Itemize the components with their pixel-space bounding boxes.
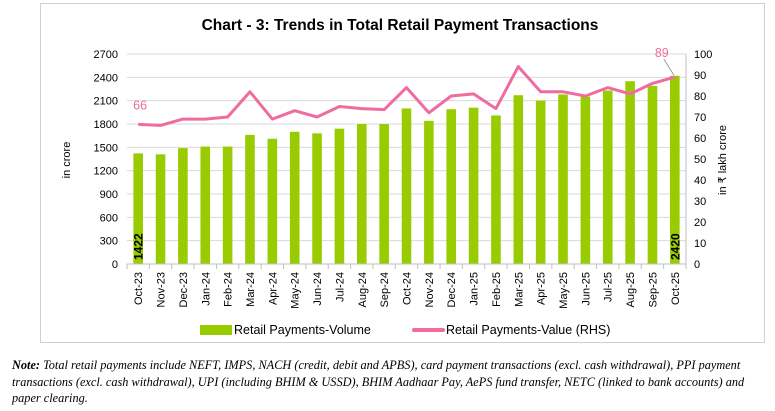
x-tick-label: Dec-23 bbox=[178, 272, 190, 307]
footnote: Note: Total retail payments include NEFT… bbox=[12, 357, 762, 407]
bar-Feb-24 bbox=[222, 146, 233, 264]
x-tick-label: Oct-23 bbox=[133, 272, 145, 305]
y-tick-label: 2400 bbox=[94, 72, 118, 84]
y-tick-label: 0 bbox=[112, 259, 118, 271]
x-tick-label: Sep-24 bbox=[379, 272, 391, 307]
bar-Sep-25 bbox=[647, 85, 658, 264]
bar-Apr-24 bbox=[267, 138, 278, 264]
bar-Mar-24 bbox=[245, 134, 255, 264]
bar-Dec-24 bbox=[446, 109, 457, 264]
x-tick-label: May-24 bbox=[290, 272, 302, 309]
bar-May-25 bbox=[558, 94, 568, 264]
x-tick-label: Oct-24 bbox=[402, 272, 414, 305]
line-data-label: 66 bbox=[133, 98, 147, 112]
y2-tick-label: 10 bbox=[694, 238, 706, 250]
y2-tick-label: 50 bbox=[694, 154, 706, 166]
x-tick-label: Feb-24 bbox=[223, 272, 235, 307]
x-tick-label: Sep-25 bbox=[647, 272, 659, 307]
x-tick-label: Dec-24 bbox=[446, 272, 458, 307]
bar-Mar-25 bbox=[513, 95, 524, 264]
bar-Aug-24 bbox=[356, 124, 367, 264]
y-tick-label: 2100 bbox=[94, 96, 118, 108]
legend-swatch-volume bbox=[200, 325, 232, 335]
y2-tick-label: 90 bbox=[694, 70, 706, 82]
bar-Feb-25 bbox=[491, 115, 501, 264]
x-tick-label: Oct-25 bbox=[670, 272, 682, 305]
bar-Jun-25 bbox=[580, 96, 591, 265]
x-tick-label: Jun-25 bbox=[580, 272, 592, 306]
x-tick-label: Mar-25 bbox=[513, 272, 525, 307]
note-text: Total retail payments include NEFT, IMPS… bbox=[12, 358, 745, 405]
x-tick-label: Apr-24 bbox=[267, 272, 279, 305]
x-tick-label: Feb-25 bbox=[491, 272, 503, 307]
x-tick-label: Jul-24 bbox=[334, 272, 346, 302]
x-tick-label: Jan-24 bbox=[200, 272, 212, 306]
y-tick-label: 1200 bbox=[94, 166, 118, 178]
bar-Oct-24 bbox=[401, 108, 412, 264]
x-tick-label: May-25 bbox=[558, 272, 570, 309]
bar-May-24 bbox=[289, 131, 300, 264]
bar-Jul-25 bbox=[602, 90, 613, 264]
y2-tick-label: 80 bbox=[694, 91, 706, 103]
x-tick-label: Nov-24 bbox=[424, 272, 436, 307]
bar-data-label: 2420 bbox=[668, 233, 682, 260]
y-tick-label: 900 bbox=[100, 189, 118, 201]
bar-Aug-25 bbox=[625, 81, 635, 264]
y2-axis-title: in ₹ lakh crore bbox=[717, 125, 729, 195]
legend-label-volume: Retail Payments-Volume bbox=[234, 323, 371, 337]
x-tick-label: Apr-25 bbox=[536, 272, 548, 305]
y-axis-title: in crore bbox=[61, 142, 73, 179]
bar-Nov-24 bbox=[424, 120, 434, 264]
bar-data-label: 1422 bbox=[132, 233, 146, 260]
data-label-leader bbox=[663, 58, 675, 76]
x-tick-label: Nov-23 bbox=[156, 272, 168, 307]
bar-Apr-25 bbox=[535, 100, 546, 265]
y2-tick-label: 100 bbox=[694, 49, 712, 61]
y-tick-label: 600 bbox=[100, 212, 118, 224]
chart-title: Chart - 3: Trends in Total Retail Paymen… bbox=[202, 17, 599, 34]
bar-Nov-23 bbox=[155, 154, 166, 264]
y2-tick-label: 30 bbox=[694, 196, 706, 208]
line-data-label: 89 bbox=[655, 46, 669, 60]
y2-tick-label: 60 bbox=[694, 133, 706, 145]
y2-tick-label: 20 bbox=[694, 217, 706, 229]
bar-Jul-24 bbox=[334, 128, 345, 264]
bar-Jan-24 bbox=[200, 146, 211, 264]
bar-Sep-24 bbox=[379, 124, 389, 264]
x-tick-label: Jun-24 bbox=[312, 272, 324, 306]
bar-Dec-23 bbox=[178, 148, 188, 264]
x-tick-label: Aug-24 bbox=[357, 272, 369, 307]
x-tick-label: Jan-25 bbox=[469, 272, 481, 306]
legend: Retail Payments-Volume Retail Payments-V… bbox=[200, 323, 610, 337]
y-tick-label: 1500 bbox=[94, 142, 118, 154]
bar-Jan-25 bbox=[468, 107, 479, 265]
x-tick-label: Aug-25 bbox=[625, 272, 637, 307]
bar-Oct-25 bbox=[670, 75, 680, 265]
y-tick-label: 300 bbox=[100, 236, 118, 248]
y2-tick-label: 0 bbox=[694, 259, 700, 271]
y-tick-label: 1800 bbox=[94, 119, 118, 131]
note-label: Note: bbox=[12, 358, 40, 372]
x-tick-label: Mar-24 bbox=[245, 272, 257, 307]
x-tick-label: Jul-25 bbox=[603, 272, 615, 302]
y-tick-label: 2700 bbox=[94, 49, 118, 61]
bar-Oct-23 bbox=[133, 153, 143, 264]
bar-Jun-24 bbox=[312, 133, 322, 264]
y2-tick-label: 40 bbox=[694, 175, 706, 187]
legend-swatch-value bbox=[412, 328, 445, 332]
legend-label-value: Retail Payments-Value (RHS) bbox=[446, 323, 610, 337]
y2-tick-label: 70 bbox=[694, 112, 706, 124]
